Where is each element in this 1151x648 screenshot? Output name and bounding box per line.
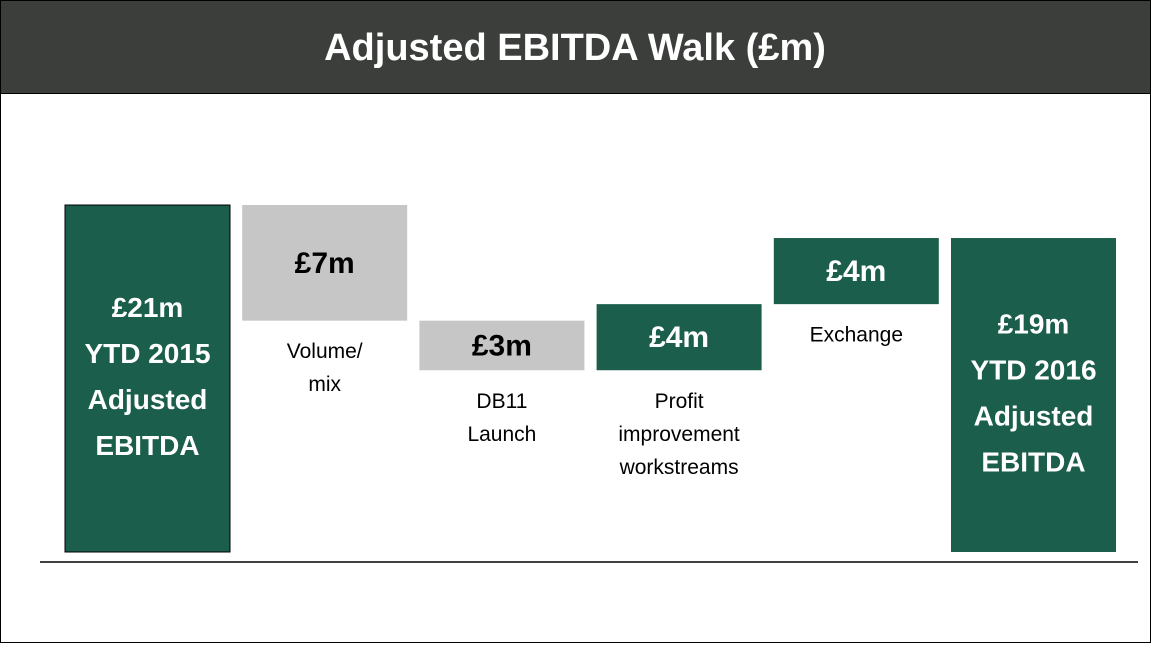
- bar: [596, 304, 762, 371]
- bar: [773, 238, 939, 305]
- category-label: mix: [308, 373, 341, 396]
- value-label: £7m: [295, 247, 355, 280]
- bar: [951, 238, 1116, 553]
- category-label: YTD 2015: [84, 338, 210, 369]
- category-label: DB11: [476, 390, 527, 413]
- value-label: £4m: [649, 321, 709, 354]
- bar: [419, 320, 585, 371]
- category-label: Volume/: [287, 340, 363, 363]
- header: [0, 0, 1151, 94]
- category-label: Exchange: [810, 324, 903, 347]
- category-label: Adjusted: [974, 400, 1094, 431]
- value-label: £3m: [472, 329, 532, 362]
- category-label: improvement: [618, 423, 740, 446]
- category-label: Adjusted: [88, 384, 208, 415]
- category-label: EBITDA: [981, 446, 1085, 477]
- value-label: £4m: [826, 255, 886, 288]
- value-label: £19m: [998, 308, 1070, 339]
- category-label: Launch: [467, 423, 536, 446]
- chart-title: Adjusted EBITDA Walk (£m): [324, 27, 826, 69]
- category-label: YTD 2016: [970, 354, 1096, 385]
- category-label: EBITDA: [95, 430, 199, 461]
- bar: [64, 204, 231, 553]
- category-label: workstreams: [619, 456, 739, 479]
- category-label: Profit: [655, 390, 704, 413]
- value-label: £21m: [112, 292, 184, 323]
- bar: [242, 205, 408, 321]
